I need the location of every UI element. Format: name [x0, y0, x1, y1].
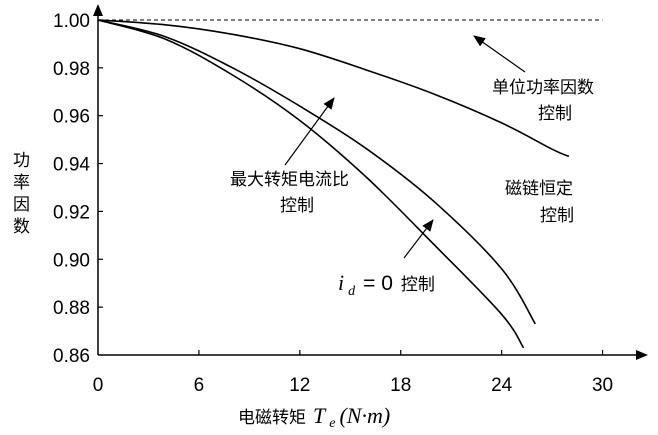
- annotation-unity-pf-line1: 单位功率因数: [492, 78, 594, 98]
- y-axis-label-char: 数: [13, 217, 30, 237]
- annotation-id-zero: i d = 0 控制: [338, 270, 435, 299]
- y-axis-label-char: 功: [13, 151, 30, 171]
- x-axis-label-unit: (N·m): [339, 403, 390, 428]
- y-tick-label: 0.90: [53, 250, 90, 271]
- x-axis-label-prefix: 电磁转矩: [238, 408, 306, 428]
- series-line-2: [97, 19, 536, 325]
- y-tick-label: 1.00: [53, 11, 90, 32]
- x-tick-label: 0: [93, 375, 104, 396]
- y-axis-label-char: 率: [13, 173, 30, 193]
- series-line-3: [97, 19, 525, 349]
- series-line-1: [97, 19, 570, 158]
- annotation-const-flux-line1: 磁链恒定: [505, 179, 573, 199]
- x-tick-label: 30: [592, 375, 613, 396]
- annotation-unity-pf-arrow: [473, 35, 526, 73]
- x-tick-label: 24: [491, 375, 513, 396]
- x-tick-label: 12: [289, 375, 310, 396]
- y-tick-labels: 0.86 0.88 0.90 0.92 0.94 0.96 0.98 1.00: [53, 11, 90, 367]
- y-tick-label: 0.88: [53, 298, 90, 319]
- annotation-max-tpa-line2: 控制: [280, 196, 314, 216]
- annotation-max-tpa-arrow: [284, 97, 335, 166]
- y-tick-label: 0.86: [53, 346, 90, 367]
- y-axis-label-char: 因: [13, 195, 30, 215]
- annotation-id-zero-symbol: i: [338, 270, 344, 295]
- y-tick-label: 0.94: [53, 155, 90, 176]
- curves: [97, 19, 570, 349]
- x-axis-label: 电磁转矩 T e (N·m): [238, 403, 390, 431]
- x-tick-labels: 0 6 12 18 24 30: [93, 375, 613, 396]
- y-tick-label: 0.98: [53, 59, 90, 80]
- annotation-unity-pf-line2: 控制: [538, 104, 572, 124]
- annotation-max-tpa-line1: 最大转矩电流比: [230, 170, 349, 190]
- y-tick-label: 0.96: [53, 107, 90, 128]
- y-tick-label: 0.92: [53, 202, 90, 223]
- annotation-id-zero-equals: = 0: [363, 272, 393, 295]
- annotation-id-zero-subscript: d: [348, 284, 356, 299]
- x-axis-label-symbol: T: [313, 403, 327, 428]
- annotation-id-zero-text: 控制: [401, 275, 435, 295]
- x-axis-label-subscript: e: [329, 416, 335, 431]
- y-axis-arrow: [93, 4, 103, 16]
- annotation-const-flux-line2: 控制: [540, 206, 574, 226]
- x-axis-arrow: [636, 350, 648, 360]
- annotation-id-zero-arrow: [403, 219, 434, 259]
- x-tick-label: 6: [194, 375, 205, 396]
- x-tick-label: 18: [390, 375, 411, 396]
